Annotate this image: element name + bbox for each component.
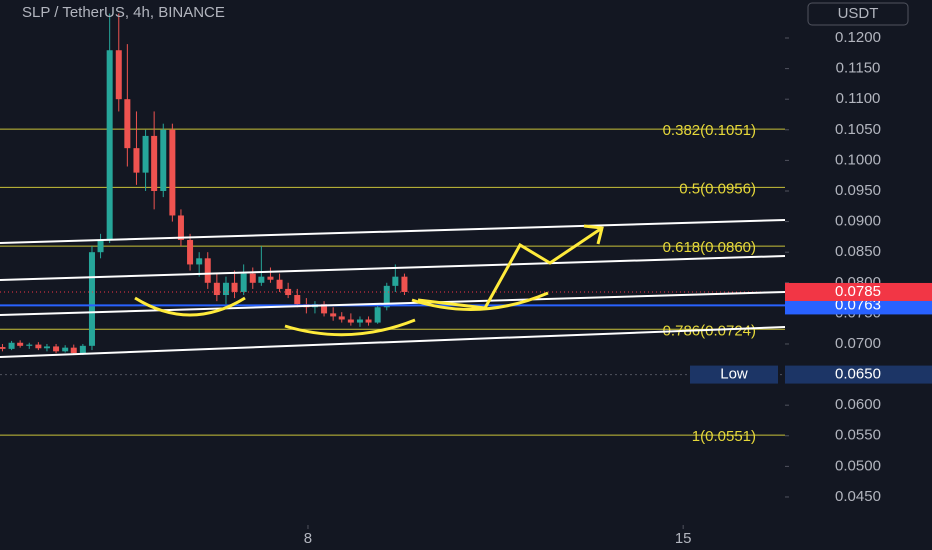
hand-drawn-curve — [411, 291, 549, 311]
candle-body — [196, 258, 203, 265]
projection-arrow — [417, 224, 604, 310]
candle-body — [124, 99, 131, 149]
low-name-box — [690, 365, 778, 384]
y-tick-label: 0.0950 — [835, 182, 881, 199]
candle-body — [97, 239, 104, 253]
currency-button[interactable] — [807, 2, 909, 26]
x-tick-label: 15 — [675, 530, 692, 547]
candle-body — [383, 285, 390, 308]
y-tick-label: 0.0500 — [835, 457, 881, 474]
drawings — [0, 219, 786, 358]
y-tick-label: 0.0550 — [835, 427, 881, 444]
fib-label: 1(0.0551) — [692, 428, 756, 445]
x-tick-label: 8 — [304, 530, 312, 547]
trend-line — [0, 219, 786, 244]
candle-body — [294, 295, 301, 305]
candle-body — [35, 344, 42, 349]
candle-body — [17, 342, 24, 346]
candle-body — [26, 344, 33, 346]
candle-body — [222, 282, 229, 296]
price-axis: 0.0450 0.0500 0.0550 0.0600 0.0650 0.0700 0.07… — [304, 29, 932, 547]
fib-label: 0.618(0.0860) — [663, 239, 756, 256]
hand-drawn-curve — [284, 318, 416, 337]
candle-body — [0, 347, 6, 349]
candle-body — [70, 347, 77, 354]
candle-body — [142, 135, 149, 173]
plot-area: 0.382(0.1051)0.5(0.0956)0.618(0.0860)0.7… — [0, 13, 785, 445]
candle-body — [115, 50, 122, 100]
candle-body — [204, 258, 211, 283]
low-name: Low — [720, 366, 748, 383]
candle-body — [187, 239, 194, 265]
candle-body — [213, 282, 220, 296]
candle-body — [276, 279, 283, 289]
candle-body — [79, 345, 86, 354]
y-tick-label: 0.1200 — [835, 29, 881, 46]
candle-body — [231, 282, 238, 292]
low-badge — [785, 365, 932, 384]
y-tick-label: 0.1150 — [836, 60, 881, 77]
low-badge-label: 0.0650 — [835, 366, 881, 383]
candle-body — [177, 215, 184, 240]
candle-body — [240, 273, 247, 292]
trend-line — [0, 255, 786, 281]
currency-label[interactable]: USDT — [838, 5, 879, 22]
candle-body — [8, 342, 15, 349]
chart-title: SLP / TetherUS, 4h, BINANCE — [22, 4, 225, 21]
y-tick-label: 0.0900 — [835, 213, 881, 230]
y-tick-label: 0.1100 — [836, 90, 881, 107]
trend-line — [0, 326, 786, 358]
candle-body — [365, 319, 372, 323]
candle-body — [374, 307, 381, 323]
candle-body — [43, 346, 50, 349]
y-tick-label: 0.1000 — [835, 151, 881, 168]
candle-body — [356, 319, 363, 323]
trend-line — [0, 291, 786, 316]
candle-body — [133, 148, 140, 173]
current-price-badge — [785, 282, 932, 301]
candle-body — [169, 129, 176, 216]
candle-body — [151, 135, 158, 191]
candle-body — [106, 50, 113, 240]
candle-body — [330, 313, 337, 317]
y-tick-label: 0.0700 — [835, 335, 881, 352]
candle-body — [392, 276, 399, 286]
candle-body — [258, 276, 265, 283]
fib-label: 0.382(0.1051) — [663, 122, 756, 139]
y-tick-label: 0.0450 — [835, 488, 881, 505]
candle-body — [347, 319, 354, 323]
candle-body — [338, 316, 345, 320]
candle-body — [53, 346, 60, 352]
candle-body — [88, 252, 95, 346]
candle-body — [401, 276, 408, 292]
y-tick-label: 0.1050 — [835, 121, 881, 138]
candle-body — [249, 273, 256, 283]
fib-label: 0.5(0.0956) — [679, 180, 756, 197]
candle-body — [267, 276, 274, 280]
candle-body — [321, 304, 328, 314]
y-tick-label: 0.0850 — [835, 243, 881, 260]
y-tick-label: 0.0600 — [835, 396, 881, 413]
hand-drawn-curve — [134, 296, 246, 317]
current-price-label: 0.0785 — [835, 283, 881, 300]
candle-body — [160, 129, 167, 191]
candle-body — [62, 347, 69, 352]
